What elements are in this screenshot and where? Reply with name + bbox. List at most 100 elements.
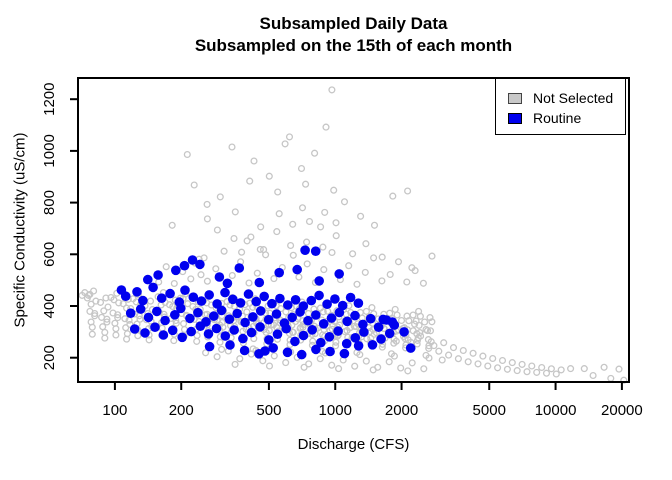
point-not-selected: [405, 317, 413, 325]
point-routine: [333, 326, 343, 336]
point-not-selected: [449, 344, 458, 352]
y-tick-label: 800: [41, 190, 58, 215]
point-routine: [179, 260, 190, 271]
point-not-selected: [508, 359, 516, 367]
point-routine: [171, 265, 181, 276]
point-routine: [300, 245, 310, 255]
point-not-selected: [112, 331, 120, 339]
point-not-selected: [265, 362, 274, 370]
point-not-selected: [311, 149, 319, 157]
point-routine: [314, 290, 324, 301]
point-not-selected: [620, 376, 628, 384]
point-not-selected: [362, 307, 370, 315]
point-not-selected: [260, 246, 268, 254]
point-not-selected: [96, 298, 105, 306]
point-routine: [267, 298, 277, 309]
point-routine: [367, 340, 378, 350]
point-not-selected: [257, 223, 265, 231]
point-not-selected: [332, 219, 340, 227]
point-not-selected: [270, 352, 278, 360]
point-routine: [341, 338, 352, 349]
point-not-selected: [180, 320, 188, 328]
point-not-selected: [228, 271, 236, 280]
point-not-selected: [275, 210, 283, 218]
point-not-selected: [99, 323, 107, 331]
point-not-selected: [607, 374, 615, 382]
point-not-selected: [378, 277, 386, 285]
point-not-selected: [302, 180, 310, 188]
point-routine: [160, 315, 170, 326]
point-not-selected: [101, 328, 109, 336]
point-not-selected: [91, 312, 99, 320]
point-routine: [405, 343, 416, 353]
point-routine: [196, 296, 207, 306]
point-not-selected: [309, 337, 317, 345]
point-routine: [260, 346, 270, 356]
point-routine: [239, 345, 250, 356]
point-not-selected: [533, 368, 541, 376]
point-not-selected: [193, 337, 201, 345]
x-tick-label: 20000: [601, 402, 643, 419]
point-not-selected: [397, 316, 406, 325]
point-not-selected: [305, 360, 313, 368]
point-not-selected: [102, 294, 110, 302]
point-routine: [216, 305, 227, 316]
point-not-selected: [557, 366, 565, 374]
point-not-selected: [440, 339, 448, 347]
point-routine: [176, 303, 186, 314]
point-not-selected: [145, 336, 153, 344]
point-routine: [140, 328, 150, 338]
point-not-selected: [484, 362, 492, 370]
point-routine: [389, 320, 400, 330]
point-routine: [272, 329, 283, 340]
point-routine: [384, 328, 395, 339]
point-not-selected: [421, 318, 429, 326]
point-routine: [185, 313, 195, 324]
point-not-selected: [184, 300, 192, 308]
point-not-selected: [389, 192, 397, 200]
point-not-selected: [385, 358, 393, 366]
point-not-selected: [474, 360, 482, 368]
point-not-selected: [103, 318, 111, 326]
y-tick-label: 1000: [41, 134, 58, 167]
point-not-selected: [411, 320, 419, 328]
y-tick-label: 400: [41, 293, 58, 318]
point-routine: [314, 276, 325, 286]
point-not-selected: [397, 364, 405, 372]
point-not-selected: [513, 367, 521, 375]
point-routine: [399, 327, 409, 337]
point-not-selected: [243, 237, 251, 245]
point-routine: [378, 314, 389, 325]
point-routine: [307, 325, 318, 335]
point-not-selected: [426, 327, 435, 335]
point-routine: [220, 331, 231, 341]
point-not-selected: [428, 318, 436, 326]
point-routine: [325, 346, 335, 357]
x-tick-label: 2000: [385, 402, 418, 419]
point-not-selected: [115, 299, 123, 307]
point-not-selected: [320, 266, 328, 274]
point-routine: [316, 337, 326, 348]
legend-item-not-selected: Not Selected: [496, 88, 625, 108]
point-not-selected: [228, 143, 236, 151]
point-not-selected: [243, 308, 251, 316]
point-routine: [246, 327, 257, 338]
point-routine: [143, 274, 153, 285]
point-routine: [376, 334, 386, 344]
point-not-selected: [322, 123, 330, 131]
point-not-selected: [87, 318, 95, 326]
point-not-selected: [203, 277, 211, 285]
point-routine: [214, 272, 225, 282]
point-routine: [150, 322, 160, 333]
x-tick-label: 200: [169, 402, 194, 419]
point-not-selected: [119, 300, 127, 308]
legend-box: Not Selected Routine: [495, 78, 626, 135]
point-routine: [365, 313, 376, 324]
point-not-selected: [168, 221, 176, 229]
point-not-selected: [218, 345, 226, 353]
point-not-selected: [146, 297, 155, 305]
point-not-selected: [172, 319, 180, 327]
point-routine: [224, 314, 235, 325]
point-not-selected: [394, 258, 403, 266]
